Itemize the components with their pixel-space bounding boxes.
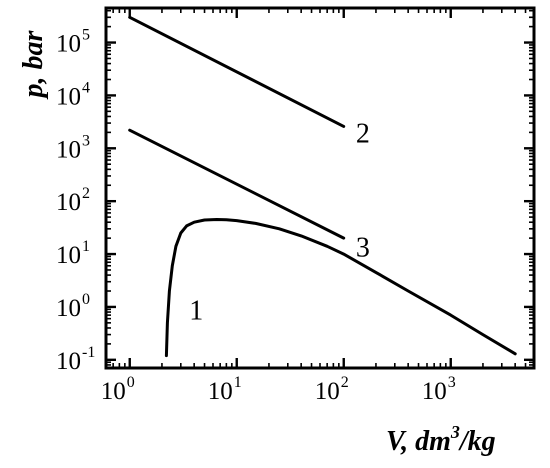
y-tick-label: 104 <box>56 79 90 110</box>
plot-frame <box>104 6 536 370</box>
x-tick-label: 101 <box>208 374 242 405</box>
curve-3 <box>128 128 346 240</box>
curve-1 <box>164 218 517 358</box>
y-tick-label: 100 <box>56 291 90 322</box>
x-tick-label: 102 <box>315 374 349 405</box>
x-tick-label: 103 <box>422 374 456 405</box>
y-tick-label: 102 <box>56 185 90 216</box>
curve-label-2: 2 <box>356 118 370 149</box>
y-tick-label: 103 <box>56 132 90 163</box>
curves: 1 2 3 <box>128 15 517 358</box>
y-tick-label: 101 <box>56 238 90 269</box>
x-axis-label: V, dm3/kg <box>386 422 496 457</box>
x-tick-label: 100 <box>101 374 135 405</box>
y-tick-label: 105 <box>56 27 90 58</box>
axis-labels: p, bar V, dm3/kg <box>18 29 496 457</box>
y-axis-label: p, bar <box>18 29 49 99</box>
curve-label-1: 1 <box>189 295 203 326</box>
y-tick-label: 10-1 <box>56 344 95 375</box>
curve-2 <box>128 15 346 128</box>
curve-label-3: 3 <box>356 232 370 263</box>
